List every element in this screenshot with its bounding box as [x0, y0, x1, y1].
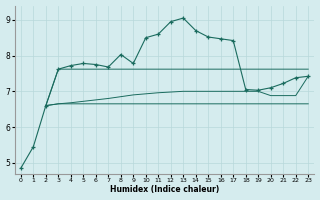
X-axis label: Humidex (Indice chaleur): Humidex (Indice chaleur): [110, 185, 219, 194]
